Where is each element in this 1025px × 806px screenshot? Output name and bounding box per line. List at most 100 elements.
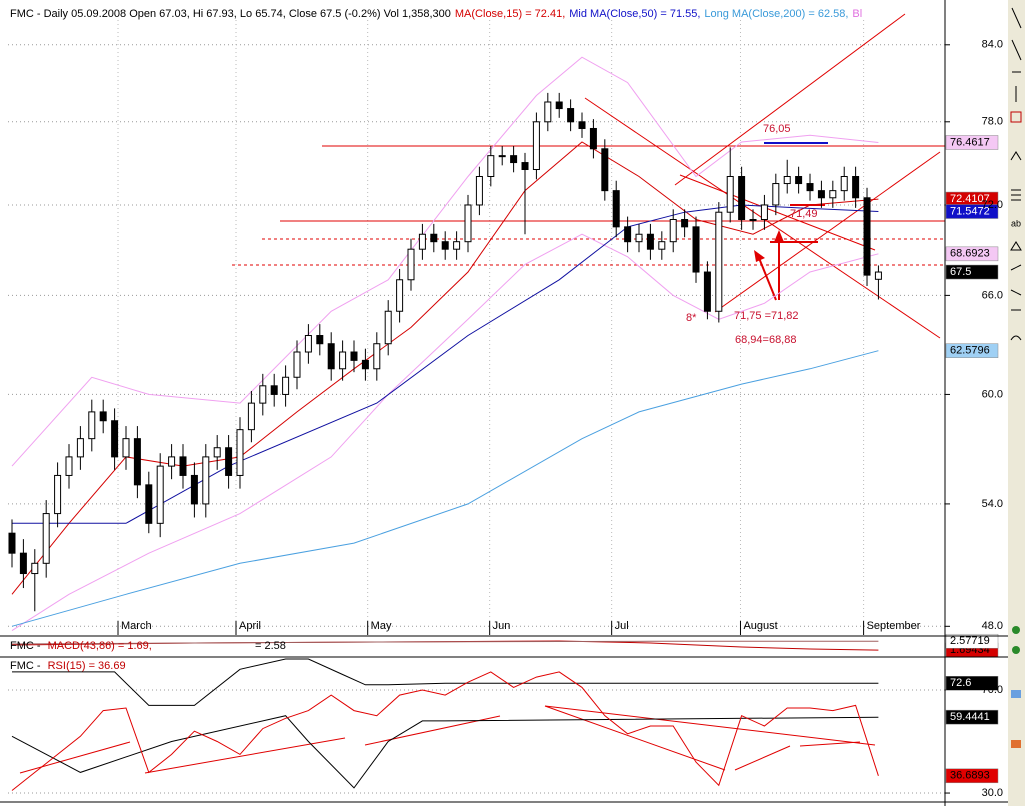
candle-body (145, 484, 153, 524)
title-part: FMC - (10, 660, 44, 672)
candle-body (487, 155, 495, 178)
candle-body (327, 343, 335, 370)
candle-body (304, 335, 312, 353)
candle-body (31, 562, 39, 575)
candle-body (236, 429, 244, 476)
candle-body (806, 183, 814, 192)
candle-body (190, 474, 198, 505)
candle-body (111, 420, 119, 458)
last-value-label: 36.6893 (950, 770, 990, 782)
panel-title: FMC - MACD(43,86) = 1.69, = 2.58 (10, 640, 286, 652)
candle-body (316, 335, 324, 345)
candle-body (282, 376, 290, 395)
tool-icon[interactable] (1011, 690, 1021, 698)
series-line (11, 233, 879, 632)
tool-icon[interactable] (1011, 740, 1021, 748)
candle-body (555, 101, 563, 110)
candle-body (453, 241, 461, 250)
title-part: Mid MA(Close,50) = 71.55, (569, 8, 700, 20)
candle-body (715, 211, 723, 312)
candle-body (749, 219, 757, 222)
tool-icon[interactable] (1010, 151, 1022, 161)
tool-icon[interactable] (1012, 646, 1020, 654)
toolbar-background (1008, 0, 1025, 806)
candle-body (510, 155, 518, 164)
candle-body (681, 219, 689, 228)
panel-title: FMC - RSI(15) = 36.69 (10, 660, 126, 672)
last-value-box (945, 135, 999, 150)
candle-body (54, 474, 62, 515)
candle-body (418, 233, 426, 250)
tool-icon[interactable] (1011, 189, 1021, 201)
title-part: RSI(15) = 36.69 (48, 660, 126, 672)
candle-body (646, 233, 654, 250)
candle-body (361, 359, 369, 370)
candle-body (817, 190, 825, 199)
candle-body (168, 456, 176, 467)
candle-body (726, 176, 734, 213)
x-tick-label: March (121, 620, 152, 632)
series-line (11, 350, 879, 627)
candle-body (407, 248, 415, 281)
candle-body (430, 233, 438, 243)
candle-body (624, 226, 632, 243)
candle-body (544, 101, 552, 123)
candle-body (156, 465, 164, 524)
candle-body (293, 351, 301, 378)
y-tick-label: 72.0 (982, 199, 1003, 211)
candle-body (76, 438, 84, 458)
last-value-label: 2.57719 (950, 635, 990, 647)
candle-body (772, 183, 780, 206)
candle-body (179, 456, 187, 476)
last-value-box (945, 246, 999, 262)
arrow (758, 257, 777, 301)
candle-body (829, 190, 837, 199)
rsi-arrow (799, 741, 861, 747)
trend-line (674, 13, 906, 186)
candle-body (202, 456, 210, 505)
annotation: 8* (686, 312, 697, 324)
tool-icon[interactable] (1011, 7, 1022, 29)
tool-icon[interactable] (1011, 39, 1022, 61)
last-value-label: 62.5796 (950, 345, 990, 357)
candle-body (213, 447, 221, 458)
panel-title: FMC - Daily 05.09.2008 Open 67.03, Hi 67… (10, 8, 862, 20)
y-tick-label: 48.0 (982, 620, 1003, 632)
series-line (12, 658, 879, 706)
candle-body (464, 204, 472, 243)
x-tick-label: April (239, 620, 261, 632)
candle-body (532, 121, 540, 171)
candle-body (247, 402, 255, 431)
last-value-label: 59.4441 (950, 711, 990, 723)
candle-body (270, 385, 278, 395)
tool-icon[interactable] (1012, 626, 1020, 634)
annotation: 68,94=68,88 (735, 334, 796, 346)
candle-body (99, 411, 107, 422)
candle-body (738, 176, 746, 221)
tool-icon[interactable] (1010, 111, 1022, 123)
candle-body (259, 385, 267, 404)
series-line (11, 141, 879, 595)
candle-body (635, 233, 643, 243)
candle-body (874, 271, 882, 280)
y-tick-label: 54.0 (982, 498, 1003, 510)
candle-body (521, 162, 529, 171)
tool-icon[interactable] (1010, 289, 1022, 341)
annotation: 76,05 (763, 123, 791, 135)
candle-body (19, 552, 27, 575)
x-tick-label: September (867, 620, 921, 632)
candle-body (840, 176, 848, 192)
candle-body (88, 411, 96, 440)
candle-body (669, 219, 677, 243)
tool-icon[interactable]: ab (1011, 218, 1021, 228)
candle-body (863, 197, 871, 276)
rsi-arrow (144, 737, 346, 774)
arrow-head (754, 250, 765, 262)
candle-body (795, 176, 803, 185)
x-tick-label: May (371, 620, 392, 632)
tool-icon[interactable] (1010, 241, 1022, 251)
tool-icon[interactable] (1010, 264, 1022, 271)
candle-body (441, 241, 449, 250)
title-part: MA(Close,15) = 72.41, (455, 8, 565, 20)
